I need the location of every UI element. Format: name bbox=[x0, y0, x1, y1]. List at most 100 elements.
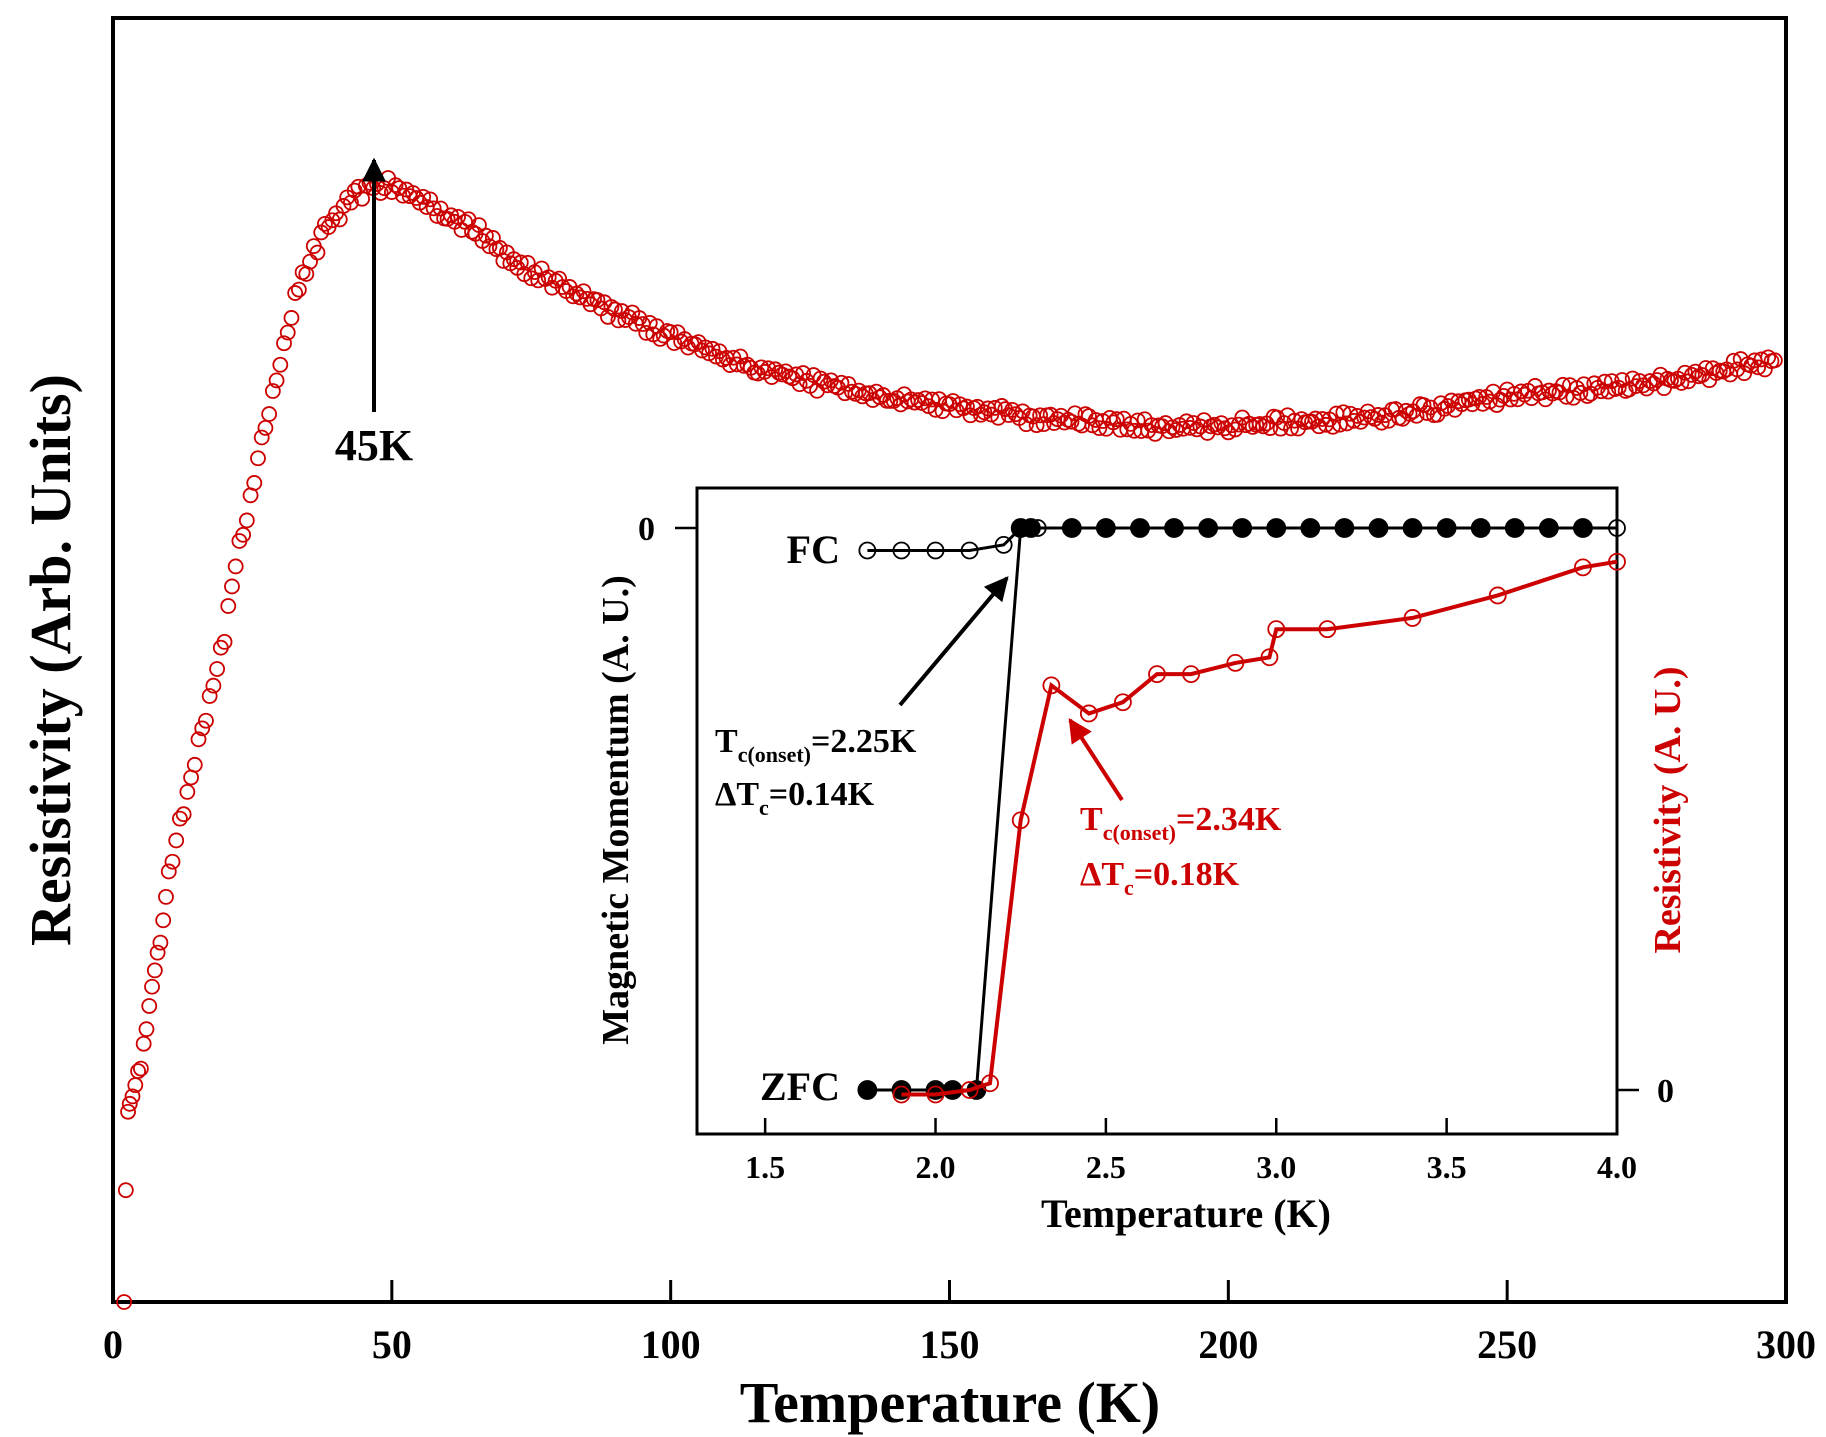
main-data-point bbox=[1063, 413, 1080, 430]
main-data-point bbox=[268, 372, 285, 389]
resistivity-series bbox=[892, 552, 1626, 1104]
zfc-series-point bbox=[1061, 518, 1082, 538]
main-data-point bbox=[1283, 420, 1299, 437]
res-onset-arrow bbox=[1068, 717, 1124, 802]
main-data-point bbox=[478, 227, 494, 244]
resistivity-series-point bbox=[1042, 676, 1061, 695]
fc-onset-annotation: Tc(onset)=2.25K bbox=[715, 723, 917, 767]
main-data-point bbox=[422, 191, 439, 208]
zfc-series-point bbox=[1573, 518, 1593, 538]
main-x-axis-label: Temperature (K) bbox=[740, 1370, 1160, 1435]
main-data-point bbox=[1408, 407, 1425, 424]
zfc-series-point bbox=[1198, 518, 1219, 538]
main-data-point bbox=[512, 254, 529, 271]
main-data-point bbox=[551, 270, 568, 287]
main-data-point bbox=[124, 1088, 141, 1105]
main-x-ticks: 0 50 100 150 200 250 300 bbox=[103, 1280, 1816, 1367]
zfc-series-point bbox=[1164, 518, 1184, 538]
main-data-point bbox=[986, 400, 1003, 416]
zfc-series-point bbox=[1402, 518, 1423, 538]
main-data-point bbox=[816, 373, 832, 390]
main-data-point bbox=[264, 383, 281, 399]
main-data-point bbox=[276, 335, 292, 352]
resistivity-series-point bbox=[1608, 552, 1626, 571]
main-data-point bbox=[144, 978, 160, 995]
main-data-point bbox=[945, 393, 961, 409]
main-x-tick-label: 100 bbox=[641, 1322, 701, 1367]
main-data-point bbox=[1164, 419, 1181, 436]
inset-y-axis-label: Magnetic Momentum (A. U.) bbox=[595, 575, 637, 1045]
inset-x-tick-label: 2.5 bbox=[1086, 1149, 1126, 1185]
fc-series-point bbox=[926, 541, 945, 560]
main-data-point bbox=[701, 345, 717, 362]
main-data-point bbox=[121, 1095, 138, 1112]
main-data-point bbox=[186, 756, 203, 773]
main-data-point bbox=[152, 934, 169, 951]
resistivity-series-point bbox=[926, 1085, 945, 1104]
zfc-series-point bbox=[857, 1080, 878, 1100]
main-data-point bbox=[1579, 388, 1596, 404]
inset-chart: 1.5 2.0 2.5 3.0 3.5 4.0 0 0 Temperature (K) Mag… bbox=[595, 486, 1689, 1236]
main-data-point bbox=[833, 374, 850, 391]
main-data-point bbox=[155, 912, 172, 929]
main-data-point bbox=[795, 365, 812, 381]
main-data-point bbox=[1415, 397, 1432, 413]
main-data-point bbox=[246, 475, 263, 491]
fc-onset-arrow bbox=[898, 576, 1009, 707]
resistivity-series-point bbox=[981, 1074, 999, 1093]
main-data-point bbox=[1182, 419, 1198, 436]
main-data-point bbox=[387, 177, 404, 194]
main-data-point bbox=[194, 720, 211, 737]
main-data-point bbox=[224, 578, 240, 595]
main-data-point bbox=[913, 395, 930, 411]
main-data-points bbox=[116, 170, 1783, 1310]
main-data-point bbox=[391, 180, 408, 196]
main-data-point bbox=[190, 731, 207, 748]
main-data-point bbox=[976, 404, 993, 421]
zfc-series-point bbox=[1436, 518, 1457, 538]
main-data-point bbox=[641, 314, 658, 331]
main-data-point bbox=[1572, 384, 1589, 401]
zfc-series-point bbox=[1368, 518, 1389, 538]
main-data-point bbox=[168, 832, 185, 849]
main-data-point bbox=[1673, 375, 1690, 391]
main-data-point bbox=[589, 292, 606, 308]
resistivity-series-point bbox=[892, 1085, 911, 1104]
main-data-point bbox=[253, 429, 270, 446]
main-data-point bbox=[116, 1294, 133, 1310]
resistivity-series-point bbox=[1318, 620, 1337, 639]
main-chart: 0 50 100 150 200 250 300 Temperature (K) Resis… bbox=[18, 16, 1816, 1435]
main-data-point bbox=[1401, 405, 1418, 422]
inset-x-tick-label: 3.0 bbox=[1256, 1149, 1296, 1185]
fc-series-point bbox=[960, 541, 979, 560]
resistivity-series-point bbox=[1574, 558, 1592, 577]
fc-series-point bbox=[858, 541, 877, 560]
resistivity-series-point bbox=[1488, 586, 1507, 605]
main-data-point bbox=[149, 944, 166, 961]
main-data-point bbox=[1460, 391, 1477, 408]
main-x-tick-label: 50 bbox=[372, 1322, 412, 1367]
main-data-point bbox=[117, 1182, 134, 1199]
main-data-point bbox=[205, 677, 222, 694]
main-data-point bbox=[250, 450, 266, 467]
main-data-point bbox=[1032, 407, 1049, 424]
res-onset-annotation: Tc(onset)=2.34K bbox=[1080, 801, 1282, 845]
main-data-point bbox=[261, 406, 278, 422]
zfc-series-point bbox=[1130, 518, 1150, 538]
fc-series-point bbox=[1608, 519, 1626, 537]
inset-x-tick-label: 1.5 bbox=[745, 1149, 785, 1185]
resistivity-series-point bbox=[1267, 620, 1286, 639]
main-data-point bbox=[603, 299, 620, 315]
main-data-point bbox=[1541, 382, 1557, 399]
main-data-point bbox=[235, 526, 252, 543]
main-data-point bbox=[1108, 411, 1125, 428]
zfc-series-point bbox=[1538, 518, 1559, 538]
main-data-point bbox=[1398, 402, 1414, 419]
main-data-point bbox=[201, 688, 218, 704]
inset-plot-frame bbox=[695, 486, 1619, 1136]
resistivity-series-point bbox=[1182, 665, 1200, 684]
main-data-point bbox=[1251, 416, 1268, 432]
main-data-point bbox=[138, 1021, 155, 1038]
main-data-point bbox=[1206, 416, 1223, 433]
main-data-point bbox=[575, 283, 592, 300]
